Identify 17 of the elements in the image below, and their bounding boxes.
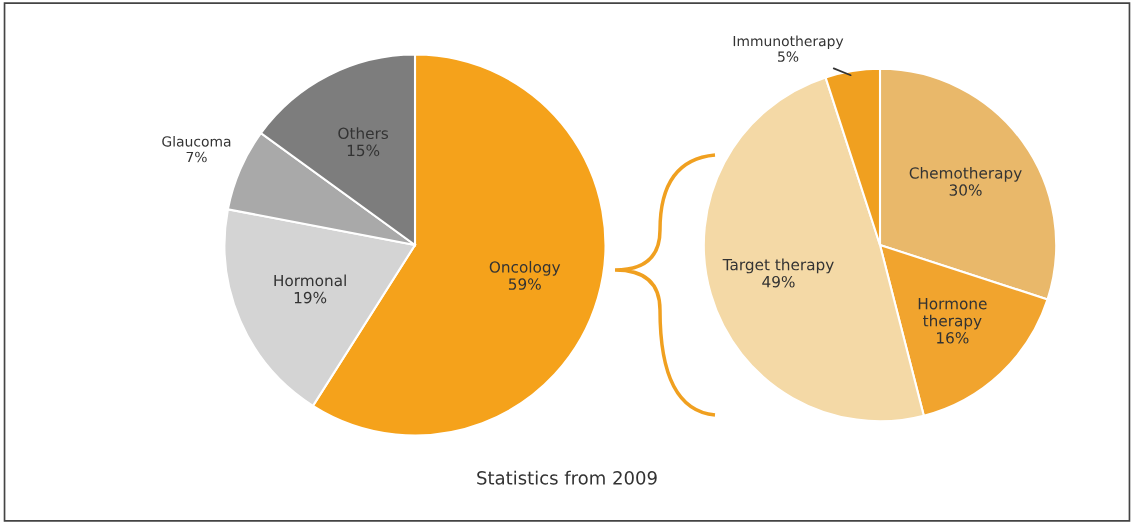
data-label: 30% (949, 184, 982, 196)
slice-label: Hormone therapy (918, 298, 987, 330)
slice-label: Target therapy (722, 258, 834, 274)
slice-label: Immunotherapy (733, 35, 844, 49)
data-label: 59% (508, 278, 541, 290)
data-label: 16% (937, 332, 969, 344)
slice-label: Others (338, 127, 389, 140)
slice-label: Chemotherapy (909, 166, 1022, 182)
text: Statistics from 2009 (477, 470, 657, 485)
slice-label: Glaucoma (162, 135, 231, 147)
data-label: 49% (762, 275, 795, 288)
data-label: 5% (778, 51, 799, 62)
data-label: 7% (186, 151, 207, 163)
data-label: 19% (294, 291, 327, 304)
data-label: 15% (347, 144, 380, 157)
slice-label: Hormonal (274, 274, 346, 287)
slice-label: Oncology (489, 260, 561, 276)
